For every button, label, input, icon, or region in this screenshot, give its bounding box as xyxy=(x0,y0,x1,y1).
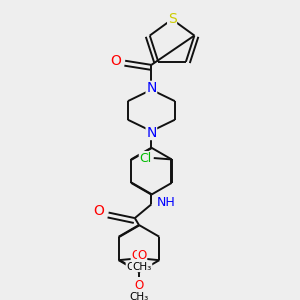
Text: N: N xyxy=(146,81,157,95)
Text: CH₃: CH₃ xyxy=(133,262,152,272)
Text: CH₃: CH₃ xyxy=(129,292,148,300)
Text: N: N xyxy=(146,125,157,140)
Text: O: O xyxy=(94,204,104,218)
Text: O: O xyxy=(137,249,147,262)
Text: O: O xyxy=(131,249,140,262)
Text: S: S xyxy=(168,12,176,26)
Text: CH₃: CH₃ xyxy=(126,262,146,272)
Text: Cl: Cl xyxy=(140,152,152,164)
Text: O: O xyxy=(134,279,144,292)
Text: NH: NH xyxy=(157,196,176,209)
Text: O: O xyxy=(110,54,121,68)
